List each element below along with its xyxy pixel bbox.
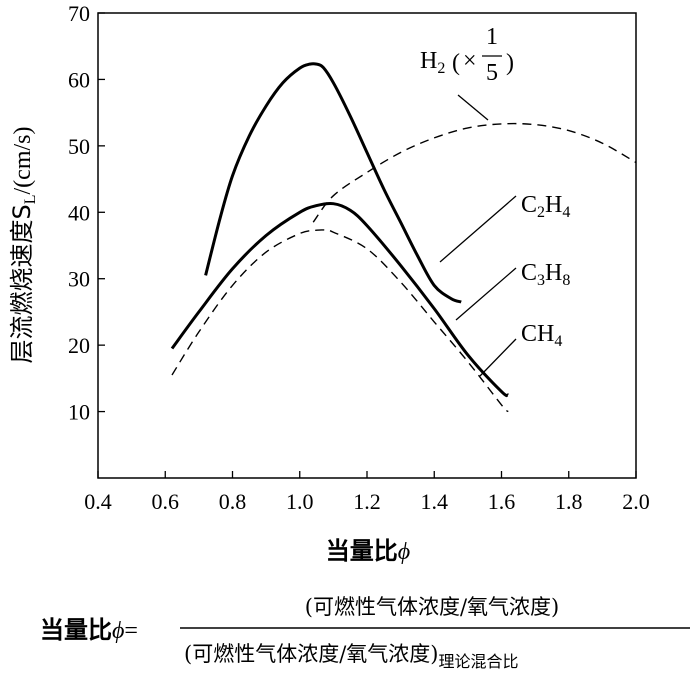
annotation-h2-close-paren: ) — [506, 50, 514, 76]
x-axis-label: 当量比ϕ — [326, 537, 410, 565]
y-tick-label: 50 — [68, 134, 90, 159]
annotation-c2h4-formula: C2H4 — [521, 192, 570, 221]
annotation-ch4-formula: CH4 — [521, 321, 562, 350]
axis-ticks: 0.4 0.6 0.8 1.0 1.2 1.4 1.6 1.8 2.0 10 20 30 40 50 60 7… — [68, 1, 650, 514]
x-tick-label: 1.6 — [488, 489, 516, 514]
x-tick-label: 0.8 — [219, 489, 247, 514]
y-tick-label: 70 — [68, 1, 90, 26]
x-tick-label: 0.6 — [152, 489, 180, 514]
x-tick-label: 0.4 — [84, 489, 112, 514]
y-tick-label: 60 — [68, 67, 90, 92]
y-axis-label: 层流燃烧速度SL/(cm/s) — [8, 127, 39, 364]
series-line-c2h4 — [204, 62, 462, 304]
x-tick-label: 1.0 — [286, 489, 314, 514]
annotation-h2-open-paren: ( — [452, 50, 460, 76]
x-axis-label-text: 当量比 — [326, 537, 398, 565]
series-line-ch4 — [171, 229, 509, 413]
plot-frame — [97, 12, 637, 479]
formula-lhs: 当量比ϕ= — [40, 616, 138, 644]
formula-numerator: (可燃性气体浓度/氧气浓度) — [305, 595, 559, 619]
series-line-c3h8 — [170, 201, 510, 398]
y-tick-label: 30 — [68, 267, 90, 292]
annotation-c2h4: C2H4 — [439, 192, 570, 263]
annotation-ch4-leader — [479, 338, 517, 377]
series-lines — [170, 62, 637, 413]
equivalence-ratio-formula: 当量比ϕ= (可燃性气体浓度/氧气浓度) (可燃性气体浓度/氧气浓度)理论混合比 — [40, 595, 690, 671]
y-tick-label: 20 — [68, 333, 90, 358]
y-tick-label: 40 — [68, 200, 90, 225]
x-tick-label: 2.0 — [622, 489, 650, 514]
y-axis-label-main: 层流燃烧速度S — [8, 204, 36, 363]
series-line-h215 — [312, 122, 637, 223]
x-tick-label: 1.2 — [353, 489, 381, 514]
annotation-h2-formula: H2 — [420, 48, 445, 77]
annotation-c2h4-leader — [439, 195, 517, 263]
y-axis-label-unit: /(cm/s) — [10, 127, 36, 195]
x-tick-label: 1.4 — [421, 489, 449, 514]
annotation-ch4: CH4 — [479, 321, 562, 377]
annotation-h2-leader — [457, 94, 489, 121]
annotation-c3h8-leader — [455, 267, 517, 321]
formula-denominator: (可燃性气体浓度/氧气浓度)理论混合比 — [184, 642, 518, 671]
annotation-c3h8: C3H8 — [455, 260, 570, 321]
svg-text:层流燃烧速度SL/(cm/s): 层流燃烧速度SL/(cm/s) — [8, 127, 39, 364]
annotation-c3h8-formula: C3H8 — [521, 260, 570, 289]
y-tick-label: 10 — [68, 400, 90, 425]
y-axis-label-sub: L — [22, 194, 39, 204]
annotation-h2-frac-num: 1 — [486, 24, 498, 50]
annotation-h2: H2 ( × 1 5 ) — [420, 24, 514, 121]
x-tick-label: 1.8 — [555, 489, 583, 514]
x-axis-label-symbol: ϕ — [398, 539, 410, 565]
annotation-h2-times: × — [463, 48, 477, 74]
annotation-h2-frac-den: 5 — [486, 60, 498, 86]
